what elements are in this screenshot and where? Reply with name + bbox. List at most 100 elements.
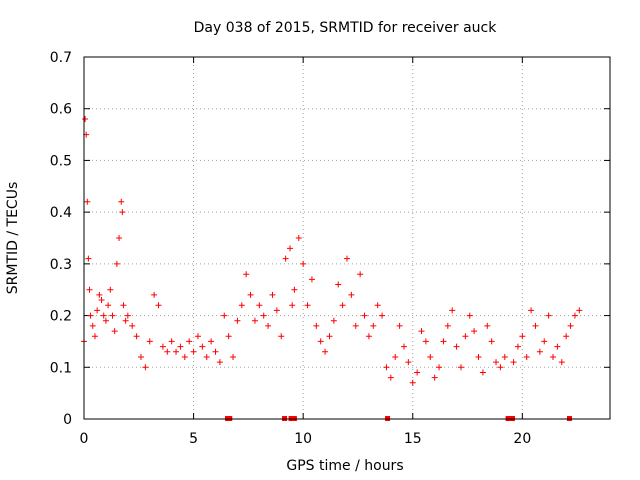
data-point [484, 322, 491, 329]
x-tick-label: 15 [404, 431, 422, 447]
data-point [374, 302, 381, 309]
data-point [295, 235, 302, 241]
data-point [111, 328, 118, 335]
data-point [523, 353, 530, 360]
data-point [146, 338, 153, 345]
data-point [260, 312, 267, 319]
data-point [545, 312, 552, 319]
data-point [159, 343, 166, 350]
data-point [87, 312, 94, 319]
data-point [519, 333, 526, 340]
data-point [501, 353, 508, 360]
x-tick-label: 10 [294, 431, 312, 447]
data-point [576, 307, 583, 314]
data-point [282, 255, 289, 262]
y-tick-label: 0.1 [50, 360, 72, 376]
chart-title: Day 038 of 2015, SRMTID for receiver auc… [194, 20, 498, 36]
data-point [400, 343, 407, 350]
data-point [142, 364, 149, 371]
data-point [497, 364, 504, 371]
data-point [352, 322, 359, 329]
data-point [330, 317, 337, 324]
data-point [133, 333, 140, 340]
data-point [536, 348, 543, 355]
data-point [510, 359, 517, 366]
data-point [466, 312, 473, 319]
data-point [82, 116, 89, 123]
x-tick-label: 20 [513, 431, 531, 447]
data-point [541, 338, 548, 345]
data-point [339, 302, 346, 309]
data-point [124, 312, 131, 319]
data-point [190, 348, 197, 355]
data-point [431, 374, 438, 381]
data-point [571, 312, 578, 319]
data-point [440, 338, 447, 345]
data-point [313, 322, 320, 329]
data-point [514, 343, 521, 350]
data-point [273, 307, 280, 314]
data-point [203, 353, 210, 360]
y-tick-label: 0.5 [50, 153, 72, 169]
data-point [230, 353, 237, 360]
data-point [96, 291, 103, 298]
data-point [567, 322, 574, 329]
data-point [418, 328, 425, 335]
y-axis-label: SRMTID / TECUs [5, 182, 21, 295]
data-point [194, 333, 201, 340]
data-point [225, 333, 232, 340]
data-point [379, 312, 386, 319]
data-point [558, 359, 565, 366]
data-markers [81, 116, 583, 421]
data-point [300, 260, 307, 267]
data-point [308, 276, 315, 283]
data-point [289, 302, 296, 309]
data-point [304, 302, 311, 309]
data-point [129, 322, 136, 329]
data-point [107, 286, 114, 293]
data-point [105, 302, 112, 309]
data-point [361, 312, 368, 319]
data-point [453, 343, 460, 350]
data-point [85, 255, 92, 262]
plot-frame [83, 56, 611, 420]
data-point [396, 322, 403, 329]
x-tick-label: 5 [189, 431, 198, 447]
y-tick-label: 0.2 [50, 309, 72, 325]
data-point [94, 307, 101, 314]
data-point [427, 353, 434, 360]
data-point [98, 297, 105, 304]
data-point [528, 307, 535, 314]
y-tick-label: 0.7 [50, 50, 72, 66]
data-point [475, 353, 482, 360]
data-point [118, 198, 125, 205]
data-point [449, 307, 456, 314]
data-point [269, 291, 276, 298]
data-point [199, 343, 206, 350]
data-point [409, 379, 416, 386]
data-point [164, 348, 171, 355]
data-point [89, 322, 96, 329]
data-point [173, 348, 180, 355]
data-point [392, 353, 399, 360]
data-point [326, 333, 333, 340]
data-point [554, 343, 561, 350]
data-point [532, 322, 539, 329]
data-point [422, 338, 429, 345]
data-point [221, 312, 228, 319]
data-point [113, 260, 120, 267]
data-point [493, 359, 500, 366]
data-point [287, 245, 294, 252]
y-tick-label: 0 [63, 412, 72, 428]
data-point [265, 322, 272, 329]
data-point [247, 291, 254, 298]
data-point [243, 271, 250, 278]
data-point [120, 302, 127, 309]
y-tick-label: 0.6 [50, 102, 72, 118]
data-point [348, 291, 355, 298]
data-point [322, 348, 329, 355]
data-point [102, 317, 109, 324]
data-point [291, 286, 298, 293]
data-point [84, 198, 91, 205]
